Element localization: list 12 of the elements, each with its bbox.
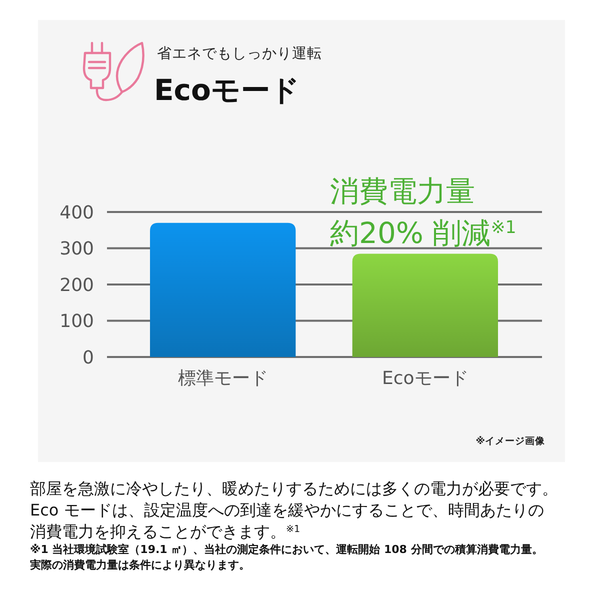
text: ※イメージ画像 xyxy=(476,435,546,447)
y-tick-label: 300 xyxy=(60,238,94,260)
annotation: 消費電力量約20% 削減$^{※1}$ xyxy=(330,174,516,250)
text: ※1 当社環境試験室（19.1 ㎡）、当社の測定条件において、運転開始 108 分間での積算消費電力量。実際の消費電力量は条件により異なります。 xyxy=(29,543,543,572)
chart-title: Ecoモード xyxy=(154,73,300,107)
y-tick-label: 200 xyxy=(60,274,94,296)
text: 部屋を急激に冷やしたり、暖めたりするためには多くの電力が必要です。Eco モードは、設定温度への到達を緩やかにすることで、時間あたりの消費電力を抑えることができます。$^{※1}$ xyxy=(30,479,558,541)
x-tick-label: 標準モード xyxy=(178,368,268,389)
y-tick-label: 400 xyxy=(60,202,94,224)
y-tick-label: 100 xyxy=(60,311,94,332)
y-tick-label: 0 xyxy=(82,347,94,368)
chart-subtitle: 省エネでもしっかり運転 xyxy=(157,45,322,62)
